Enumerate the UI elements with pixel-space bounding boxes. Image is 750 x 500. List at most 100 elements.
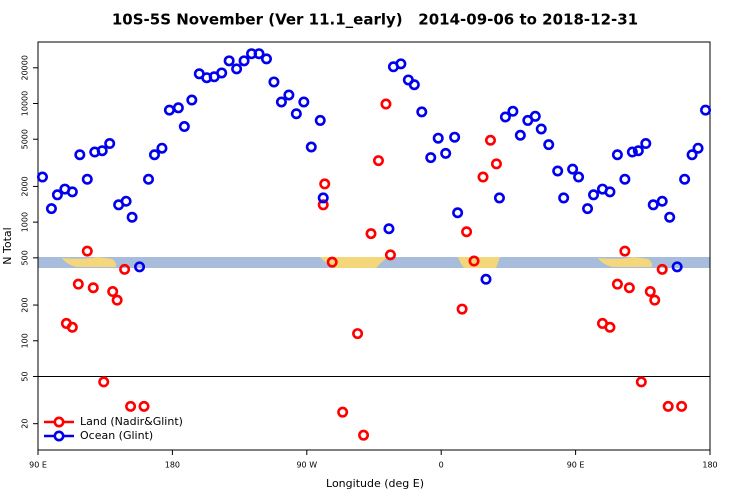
- point: [326, 256, 338, 268]
- point: [163, 104, 175, 116]
- point: [425, 152, 437, 164]
- point: [104, 138, 116, 150]
- point: [314, 114, 326, 126]
- point: [125, 400, 137, 412]
- point: [384, 249, 396, 261]
- point: [96, 145, 108, 157]
- point: [111, 294, 123, 306]
- legend-marker: [53, 416, 65, 428]
- point: [692, 142, 704, 154]
- point: [298, 96, 310, 108]
- point: [134, 261, 146, 273]
- y-axis-label: N Total: [1, 227, 14, 264]
- point: [36, 171, 48, 183]
- point: [671, 261, 683, 273]
- point: [552, 165, 564, 177]
- point: [74, 149, 86, 161]
- point: [172, 102, 184, 114]
- point: [588, 189, 600, 201]
- point: [148, 149, 160, 161]
- x-tick-label: 180: [165, 461, 180, 470]
- point: [623, 282, 635, 294]
- point: [582, 203, 594, 215]
- point: [619, 245, 631, 257]
- point: [337, 406, 349, 418]
- point: [493, 192, 505, 204]
- point: [126, 211, 138, 223]
- point: [490, 158, 502, 170]
- point: [461, 226, 473, 238]
- chart-title: 10S-5S November (Ver 11.1_early) 2014-09…: [112, 11, 638, 29]
- point: [120, 195, 132, 207]
- point: [416, 106, 428, 118]
- point: [87, 282, 99, 294]
- point: [45, 203, 57, 215]
- point: [567, 163, 579, 175]
- point: [543, 139, 555, 151]
- y-tick-label: 20000: [21, 55, 30, 80]
- point: [372, 155, 384, 167]
- point: [649, 294, 661, 306]
- point: [290, 108, 302, 120]
- y-tick-label: 50: [21, 371, 30, 381]
- y-tick-label: 500: [21, 250, 30, 265]
- point: [611, 149, 623, 161]
- point: [626, 146, 638, 158]
- point: [408, 79, 420, 91]
- point: [283, 89, 295, 101]
- point: [635, 376, 647, 388]
- point: [507, 105, 519, 117]
- point: [480, 273, 492, 285]
- point: [319, 178, 331, 190]
- point: [440, 147, 452, 159]
- point: [66, 321, 78, 333]
- point: [449, 131, 461, 143]
- x-tick-label: 0: [439, 461, 444, 470]
- point: [143, 173, 155, 185]
- x-tick-label: 180: [702, 461, 717, 470]
- legend-label: Ocean (Glint): [80, 429, 153, 442]
- point: [452, 207, 464, 219]
- point: [535, 123, 547, 135]
- point: [619, 173, 631, 185]
- point: [640, 138, 652, 150]
- point: [238, 55, 250, 67]
- point: [484, 134, 496, 146]
- point: [98, 376, 110, 388]
- point: [156, 142, 168, 154]
- point: [72, 278, 84, 290]
- point: [138, 400, 150, 412]
- point: [686, 149, 698, 161]
- point: [456, 303, 468, 315]
- point: [51, 189, 63, 201]
- y-tick-label: 10000: [21, 91, 30, 116]
- legend-label: Land (Nadir&Glint): [80, 415, 183, 428]
- point: [66, 186, 78, 198]
- x-axis-label: Longitude (deg E): [326, 477, 424, 490]
- y-tick-label: 200: [21, 297, 30, 312]
- y-tick-label: 1000: [21, 212, 30, 232]
- point: [468, 255, 480, 267]
- point: [186, 94, 198, 106]
- plot-frame: [37, 41, 711, 451]
- point: [305, 141, 317, 153]
- point: [644, 286, 656, 298]
- point: [365, 228, 377, 240]
- point: [676, 400, 688, 412]
- y-tick-label: 5000: [21, 129, 30, 149]
- point: [664, 211, 676, 223]
- point: [477, 171, 489, 183]
- point: [604, 321, 616, 333]
- point: [216, 67, 228, 79]
- y-tick-label: 100: [21, 333, 30, 348]
- point: [656, 263, 668, 275]
- point: [260, 53, 272, 65]
- point: [81, 245, 93, 257]
- point: [107, 286, 119, 298]
- point: [223, 55, 235, 67]
- y-tick-label: 20: [21, 419, 30, 429]
- point: [700, 104, 712, 116]
- point: [656, 195, 668, 207]
- x-tick-label: 90 E: [567, 461, 585, 470]
- point: [604, 186, 616, 198]
